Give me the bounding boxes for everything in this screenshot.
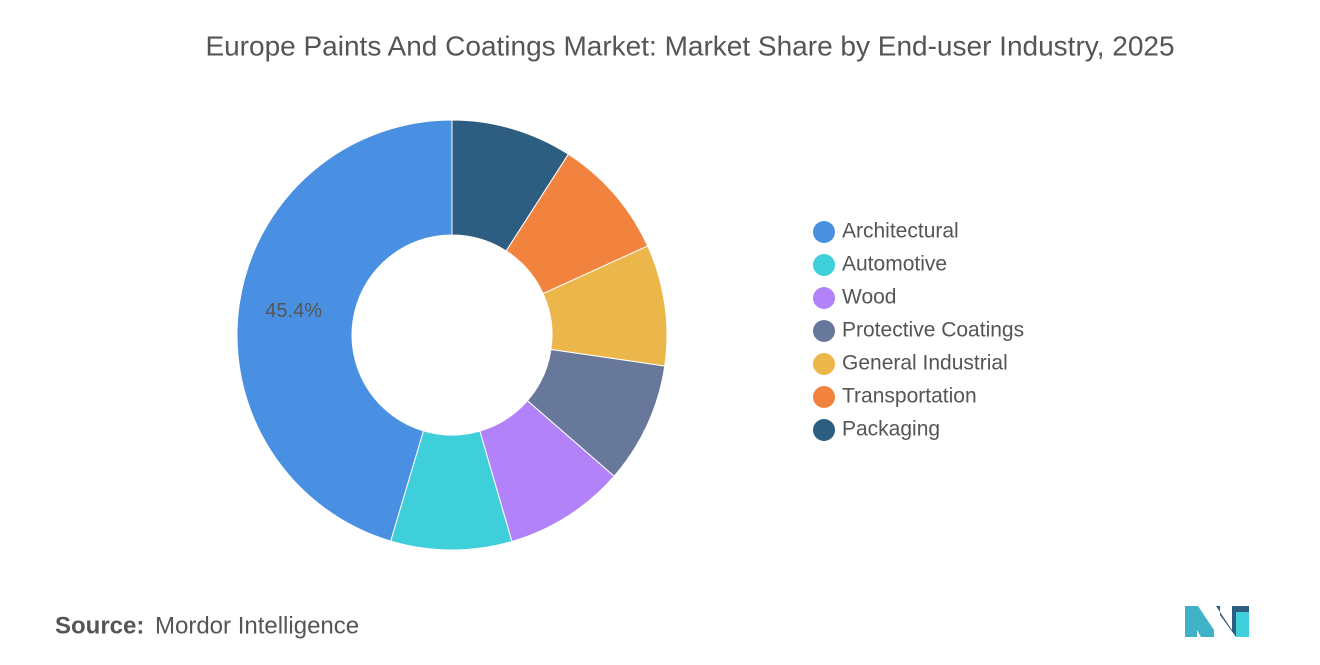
logo [1185, 606, 1249, 637]
legend-swatch [813, 254, 835, 276]
value-label: 45.4% [265, 300, 322, 322]
legend-label: General Industrial [842, 352, 1008, 375]
legend-swatch [813, 320, 835, 342]
legend-label: Packaging [842, 418, 940, 441]
legend-label: Transportation [842, 385, 977, 408]
source: Mordor Intelligence [155, 612, 359, 639]
legend-label: Automotive [842, 253, 947, 276]
legend-swatch [813, 221, 835, 243]
legend-label: Architectural [842, 220, 959, 243]
legend-label: Protective Coatings [842, 319, 1024, 342]
source-label: Source: [55, 612, 144, 639]
slice [451, 119, 570, 252]
legend-swatch [813, 287, 835, 309]
legend-swatch [813, 386, 835, 408]
chart-title: Europe Paints And Coatings Market: Marke… [205, 30, 1174, 61]
legend-label: Wood [842, 286, 896, 309]
legend-swatch [813, 353, 835, 375]
legend-swatch [813, 419, 835, 441]
slice [236, 119, 453, 542]
